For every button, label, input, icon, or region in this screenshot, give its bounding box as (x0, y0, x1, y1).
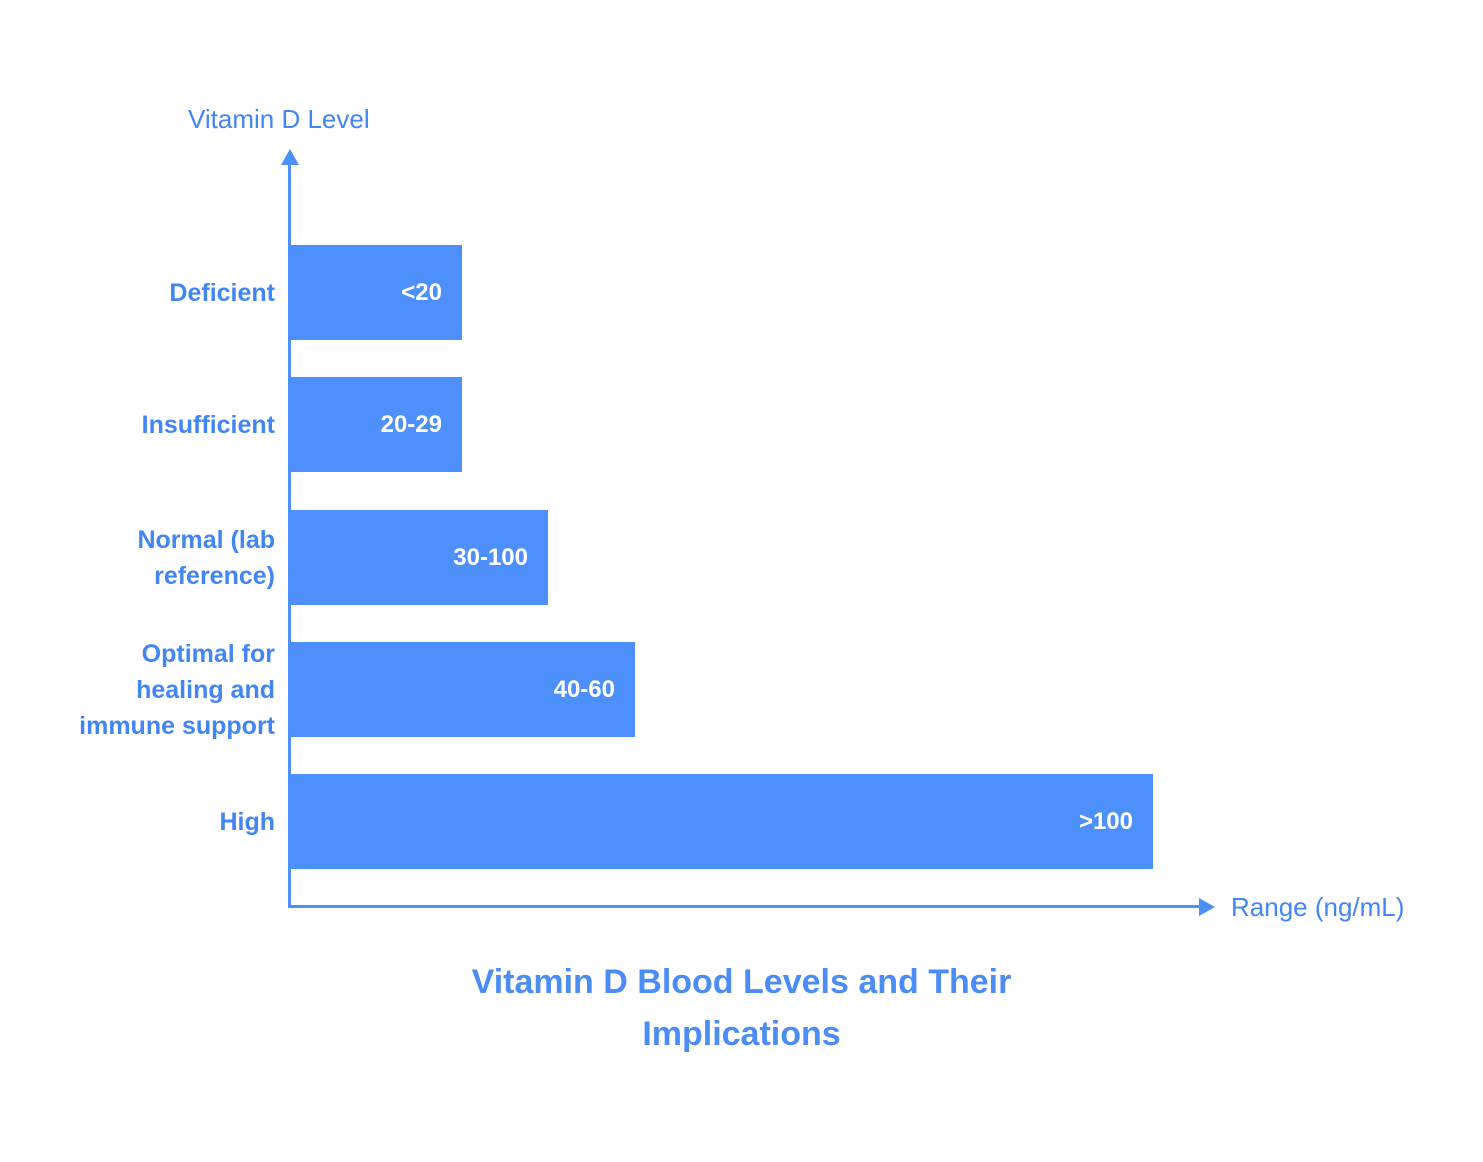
bar: 40-60 (290, 642, 635, 737)
bar-value-label: 20-29 (380, 410, 442, 438)
bar-value-label: >100 (1078, 807, 1133, 835)
x-axis-line (288, 905, 1200, 908)
bar: <20 (290, 245, 462, 340)
category-label: Normal (lab reference) (137, 525, 275, 590)
bar-value-label: 40-60 (553, 675, 615, 703)
y-axis-line (288, 163, 291, 908)
x-axis-title: Range (ng/mL) (1231, 892, 1405, 922)
bar: 30-100 (290, 510, 548, 605)
category-label: Insufficient (141, 410, 275, 439)
category-label: Optimal for healing and immune support (79, 639, 275, 740)
y-axis-title: Vitamin D Level (188, 104, 370, 134)
bar: >100 (290, 774, 1153, 869)
bar-value-label: <20 (401, 278, 442, 306)
bar-row-high: High >100 (40, 774, 1153, 869)
category-label: Deficient (169, 278, 275, 307)
chart-title: Vitamin D Blood Levels and Their Implica… (471, 963, 1012, 1053)
y-axis-arrow-icon (281, 149, 299, 165)
x-axis-arrow-icon (1199, 897, 1215, 916)
bar-row-normal: Normal (lab reference) 30-100 (40, 510, 548, 605)
category-label: High (219, 807, 275, 836)
bar-value-label: 30-100 (453, 543, 528, 571)
bar-row-insufficient: Insufficient 20-29 (40, 377, 462, 472)
bar-row-deficient: Deficient <20 (40, 245, 462, 340)
bar-row-optimal: Optimal for healing and immune support 4… (40, 640, 635, 740)
bar: 20-29 (290, 377, 462, 472)
